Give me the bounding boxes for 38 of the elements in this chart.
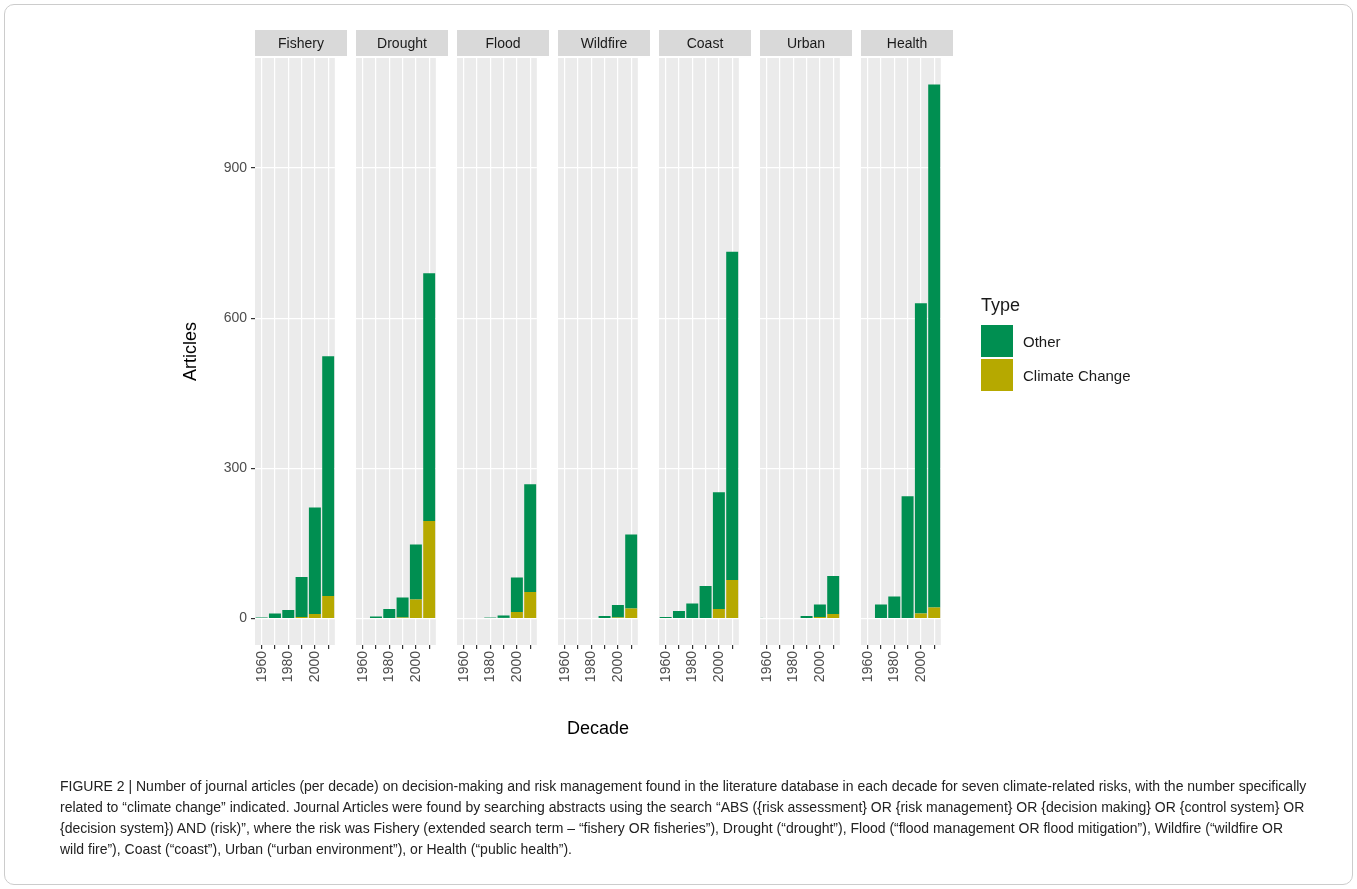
y-tick-label: 900: [223, 158, 248, 175]
x-tick-label: 2000: [709, 650, 726, 683]
chart-title: Urban: [760, 30, 852, 56]
y-tick-label: 600: [223, 309, 248, 326]
x-tick-label: 1980: [380, 650, 397, 683]
x-tick-label: 1960: [252, 650, 269, 683]
caption: FIGURE 2 | Number of journal articles (per decade) on decision-making and risk management found in the literature database in each decade for seven climate-related risks, with the number specifically related to “climate change” indicated. Journal Articles were found by searching abstracts using the search “ABS ({risk assessment} OR {risk management} OR {decision making} OR {control system} OR {decision system}) AND (risk)”, where the risk was Fishery (extended search term – “fishery OR fisheries”), Drought (“drought”), Flood (“flood management OR flood mitigation”), Wildfire (“wildfire OR wild fire”), Coast (“coast”), Urban (“urban environment”), or Health (“public health”).: [60, 777, 1308, 859]
y-tick-label: 0: [239, 609, 248, 626]
x-tick-label: 1960: [858, 650, 875, 683]
x-tick-label: 2000: [305, 650, 322, 683]
x-tick-label: 1980: [784, 650, 801, 683]
x-tick-label: 1980: [481, 650, 498, 683]
x-tick-label: 2000: [406, 650, 423, 683]
chart-title: Health: [861, 30, 953, 56]
chart-title: Coast: [659, 30, 751, 56]
chart-title: Wildfire: [558, 30, 650, 56]
chart-title: Fishery: [255, 30, 347, 56]
legend-label: Other: [1023, 332, 1061, 350]
y-axis-title: Articles: [179, 321, 200, 382]
chart-title: Drought: [356, 30, 448, 56]
chart-title: Flood: [457, 30, 549, 56]
x-tick-label: 1960: [757, 650, 774, 683]
x-tick-label: 1980: [279, 650, 296, 683]
legend-label: Climate Change: [1023, 366, 1131, 384]
x-tick-label: 2000: [608, 650, 625, 683]
y-tick-label: 300: [223, 459, 248, 476]
x-axis-title: Decade: [566, 718, 629, 739]
x-tick-label: 1980: [885, 650, 902, 683]
x-tick-label: 1960: [353, 650, 370, 683]
legend-title: Type: [981, 295, 1022, 316]
x-tick-label: 2000: [810, 650, 827, 683]
x-tick-label: 2000: [911, 650, 928, 683]
x-tick-label: 1980: [582, 650, 599, 683]
x-tick-label: 2000: [507, 650, 524, 683]
x-tick-label: 1980: [683, 650, 700, 683]
x-tick-label: 1960: [656, 650, 673, 683]
x-tick-label: 1960: [454, 650, 471, 683]
x-tick-label: 1960: [555, 650, 572, 683]
